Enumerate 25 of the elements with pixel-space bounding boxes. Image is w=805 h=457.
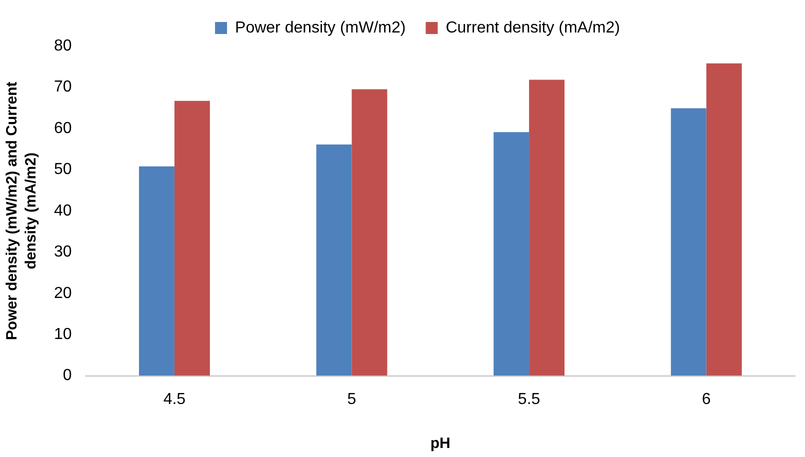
x-tick-label: 6	[702, 390, 711, 408]
y-tick-label: 40	[54, 202, 72, 220]
bar	[529, 80, 565, 376]
bar	[316, 144, 352, 376]
y-tick-label: 80	[54, 37, 72, 54]
bar	[706, 63, 742, 376]
bar	[352, 89, 388, 376]
y-tick-label: 60	[54, 120, 72, 137]
x-axis-title: pH	[430, 435, 450, 452]
x-tick-label: 5.5	[518, 390, 540, 408]
x-tick-label: 4.5	[163, 390, 186, 408]
bar	[670, 108, 706, 376]
bar	[138, 166, 174, 376]
legend-label: Current density (mA/m2)	[446, 19, 620, 36]
y-tick-label: 0	[62, 367, 72, 384]
y-tick-label: 30	[54, 244, 72, 261]
y-tick-label: 10	[54, 326, 72, 343]
y-tick-label: 20	[54, 284, 72, 302]
y-tick-label: 50	[54, 161, 72, 178]
y-axis-title: Power density (mW/m2) and Current density (mA/m2)	[4, 82, 40, 340]
y-tick-label: 70	[54, 78, 72, 96]
legend-label: Power density (mW/m2)	[235, 19, 406, 36]
bar	[494, 132, 530, 376]
bar	[174, 100, 210, 376]
x-tick-label: 5	[347, 390, 356, 408]
